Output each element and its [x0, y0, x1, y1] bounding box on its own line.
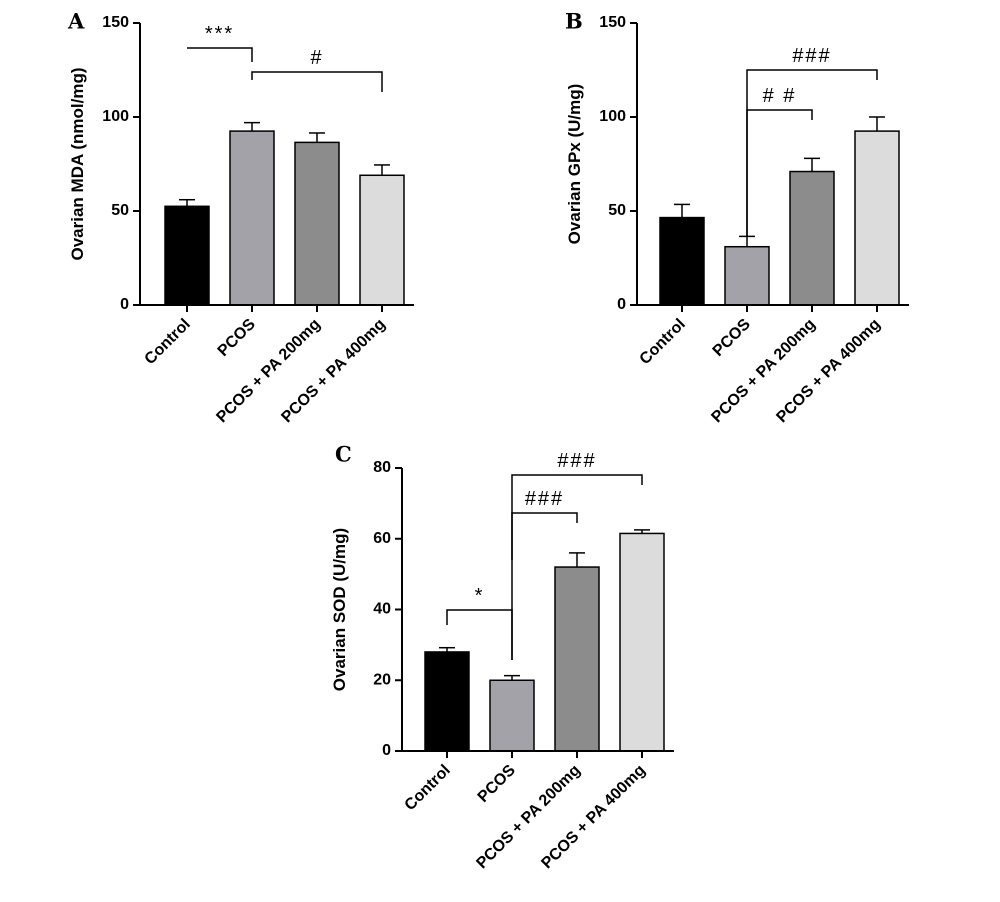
- x-tick-label: PCOS: [215, 316, 259, 360]
- bar: [164, 205, 210, 306]
- y-tick-label: 0: [120, 296, 129, 313]
- bar: [294, 141, 340, 306]
- panel-letter: A: [67, 9, 85, 34]
- bar: [359, 174, 405, 306]
- y-axis-title: Ovarian MDA (nmol/mg): [68, 68, 87, 261]
- y-tick-label: 60: [373, 530, 391, 547]
- x-tick-label: PCOS: [710, 316, 754, 360]
- significance-bracket: [251, 71, 383, 92]
- y-tick-label: 150: [102, 14, 129, 31]
- significance-label: ###: [557, 450, 596, 472]
- bar: [424, 651, 470, 752]
- significance-label: #: [310, 47, 323, 69]
- y-tick-label: 100: [599, 108, 626, 125]
- significance-label: ***: [205, 23, 234, 45]
- y-tick-label: 50: [111, 202, 129, 219]
- significance-label: ###: [792, 45, 831, 67]
- y-tick-label: 150: [599, 14, 626, 31]
- significance-label: # #: [763, 85, 797, 107]
- x-tick-label: Control: [402, 762, 454, 814]
- y-tick-label: 0: [617, 296, 626, 313]
- y-tick-label: 50: [608, 202, 626, 219]
- panel-letter: C: [335, 442, 352, 467]
- x-tick-label: PCOS: [475, 762, 519, 806]
- y-tick-label: 100: [102, 108, 129, 125]
- bar: [659, 216, 705, 306]
- x-tick-label: Control: [142, 316, 194, 368]
- panel-letter: B: [565, 9, 583, 34]
- significance-bracket: [511, 474, 643, 560]
- y-tick-label: 40: [373, 601, 391, 618]
- bar: [554, 566, 600, 752]
- y-tick-label: 20: [373, 671, 391, 688]
- y-axis-title: Ovarian SOD (U/mg): [330, 528, 349, 691]
- significance-label: ###: [525, 488, 564, 510]
- bar: [789, 170, 835, 306]
- bar: [619, 532, 665, 752]
- significance-bracket: [511, 512, 578, 660]
- significance-bracket: [187, 47, 253, 62]
- y-tick-label: 0: [382, 742, 391, 759]
- bar: [854, 130, 900, 306]
- y-axis-title: Ovarian GPx (U/mg): [565, 84, 584, 245]
- bar: [724, 245, 770, 306]
- significance-bracket: [746, 69, 878, 236]
- significance-label: *: [475, 585, 485, 607]
- bar: [489, 679, 535, 752]
- y-tick-label: 80: [373, 459, 391, 476]
- x-tick-label: Control: [637, 316, 689, 368]
- bar: [229, 130, 275, 306]
